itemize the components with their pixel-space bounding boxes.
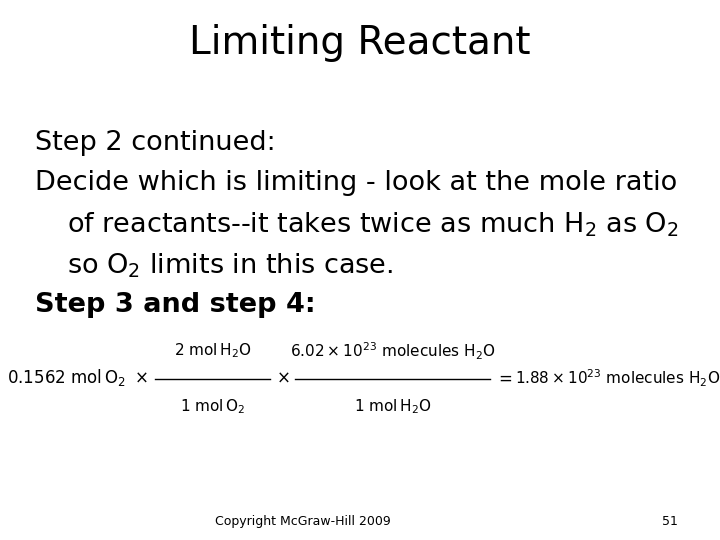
Text: 51: 51 — [662, 515, 678, 528]
Text: Step 2 continued:: Step 2 continued: — [35, 130, 275, 156]
Text: $\times$: $\times$ — [134, 369, 147, 387]
Text: Limiting Reactant: Limiting Reactant — [189, 24, 531, 62]
Text: $=$: $=$ — [495, 369, 513, 387]
Text: Step 3 and step 4:: Step 3 and step 4: — [35, 292, 315, 318]
Text: Decide which is limiting - look at the mole ratio: Decide which is limiting - look at the m… — [35, 170, 677, 196]
Text: so O$_2$ limits in this case.: so O$_2$ limits in this case. — [67, 251, 393, 280]
Text: $1\ \mathrm{mol}\,\mathrm{O}_2$: $1\ \mathrm{mol}\,\mathrm{O}_2$ — [180, 397, 245, 416]
Text: $1\ \mathrm{mol}\,\mathrm{H}_2\mathrm{O}$: $1\ \mathrm{mol}\,\mathrm{H}_2\mathrm{O}… — [354, 397, 431, 416]
Text: $0.1562\ \mathrm{mol}\,\mathrm{O}_2$: $0.1562\ \mathrm{mol}\,\mathrm{O}_2$ — [7, 368, 126, 388]
Text: Copyright McGraw-Hill 2009: Copyright McGraw-Hill 2009 — [215, 515, 390, 528]
Text: $6.02\times10^{23}\ \mathrm{molecules}\ \mathrm{H}_2\mathrm{O}$: $6.02\times10^{23}\ \mathrm{molecules}\ … — [289, 340, 495, 362]
Text: $2\ \mathrm{mol}\,\mathrm{H}_2\mathrm{O}$: $2\ \mathrm{mol}\,\mathrm{H}_2\mathrm{O}… — [174, 342, 251, 360]
Text: $\times$: $\times$ — [276, 369, 289, 387]
Text: $1.88\times10^{23}\ \mathrm{molecules}\ \mathrm{H}_2\mathrm{O}$: $1.88\times10^{23}\ \mathrm{molecules}\ … — [515, 367, 720, 389]
Text: of reactants--it takes twice as much H$_2$ as O$_2$: of reactants--it takes twice as much H$_… — [67, 211, 679, 239]
